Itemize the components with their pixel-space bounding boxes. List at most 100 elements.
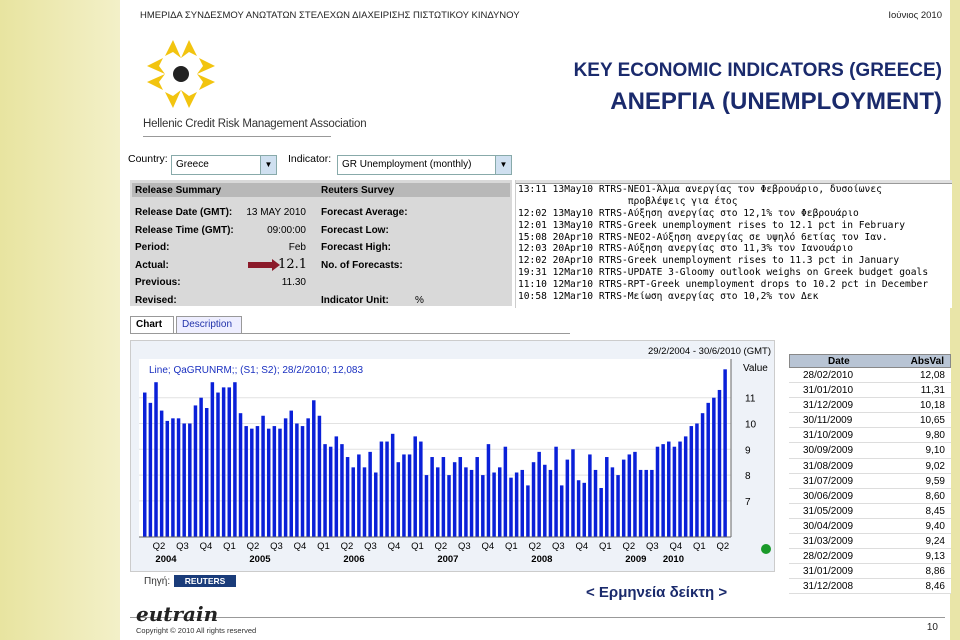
table-row: 31/10/2009 9,80: [789, 428, 951, 444]
chevron-down-icon[interactable]: ▼: [260, 156, 276, 174]
x-tick-label: Q4: [669, 541, 682, 552]
bar: [599, 487, 603, 537]
chevron-down-icon[interactable]: ▼: [495, 156, 511, 174]
tab-chart[interactable]: Chart: [130, 316, 174, 333]
bar: [469, 469, 474, 537]
right-decor-band: [950, 0, 960, 640]
table-cell-value: 9,80: [925, 430, 945, 442]
bar: [300, 426, 305, 537]
release-row-value: 09:00:00: [267, 224, 306, 236]
bar: [464, 467, 468, 537]
country-select-value: Greece: [176, 159, 209, 170]
x-tick-label: Q2: [341, 541, 354, 552]
unemployment-chart: 7 8 9 10 11 Value Q2 Q3 Q4 Q1 Q2 Q3 Q4 Q1 Q2 Q3 Q4 Q1 Q2 Q3…: [139, 346, 771, 565]
x-tick-label: Q3: [176, 541, 189, 552]
table-cell-date: 31/01/2009: [803, 566, 854, 578]
source-label: Πηγή:: [144, 576, 171, 587]
bar: [357, 454, 361, 537]
x-tick-label: Q2: [622, 541, 635, 552]
news-list[interactable]: 13:11 13May10 RTRS-ΝΕΟ1-Άλμα ανεργίας το…: [515, 180, 952, 308]
bar: [165, 420, 170, 537]
page-number: 10: [926, 622, 938, 633]
table-cell-date: 31/10/2009: [803, 430, 854, 442]
legend-text: Line; QaGRUNRM;; (S1; S2); 28/2/2010; 12…: [149, 365, 363, 376]
x-year-label: 2008: [531, 554, 552, 565]
news-item[interactable]: 12:03 20Apr10 RTRS-Αύξηση ανεργίας στο 1…: [518, 243, 854, 255]
table-header: Date AbsVal: [789, 354, 951, 368]
y-tick-label: 8: [745, 471, 751, 482]
indicator-select[interactable]: GR Unemployment (monthly) ▼: [337, 155, 512, 175]
news-item[interactable]: 11:10 12Mar10 RTRS-RPT-Greek unemploymen…: [518, 279, 929, 291]
news-item[interactable]: 12:02 13May10 RTRS-Αύξηση ανεργίας στο 1…: [518, 207, 859, 219]
news-item[interactable]: 12:01 13May10 RTRS-Greek unemployment ri…: [518, 219, 905, 231]
bar: [283, 418, 288, 537]
bar: [458, 457, 463, 537]
release-row-label: Release Time (GMT):: [135, 224, 234, 236]
release-row-label: Previous:: [135, 277, 181, 288]
table-cell-date: 31/08/2009: [803, 460, 854, 472]
chart-panel: 7 8 9 10 11 Value Q2 Q3 Q4 Q1 Q2 Q3 Q4 Q1 Q2 Q3 Q4 Q1 Q2 Q3…: [130, 340, 775, 572]
x-tick-label: Q3: [552, 541, 565, 552]
bar: [509, 477, 513, 537]
page-subtitle: ΑΝΕΡΓΙΑ (UNEMPLOYMENT): [610, 88, 942, 115]
bar: [514, 472, 519, 537]
reuters-survey-heading: Reuters Survey: [321, 185, 395, 196]
bar: [419, 441, 423, 537]
table-row: 31/05/2009 8,45: [789, 503, 951, 519]
bar: [317, 415, 322, 537]
bar: [565, 459, 570, 537]
bar: [413, 436, 417, 537]
left-decor-band: [0, 0, 120, 640]
news-item[interactable]: 19:31 12Mar10 RTRS-UPDATE 3-Gloomy outlo…: [518, 267, 929, 279]
x-tick-label: Q3: [270, 541, 283, 552]
plot-area: [139, 359, 731, 537]
bar: [689, 426, 694, 537]
bar: [605, 457, 609, 537]
news-item[interactable]: 15:08 20Apr10 RTRS-ΝΕΟ2-Αύξηση ανεργίας …: [518, 231, 888, 243]
tab-description[interactable]: Description: [176, 316, 242, 333]
country-select[interactable]: Greece ▼: [171, 155, 277, 175]
bar: [531, 462, 536, 537]
x-tick-label: Q4: [294, 541, 307, 552]
table-cell-value: 9,10: [925, 445, 945, 457]
news-item[interactable]: 13:11 13May10 RTRS-ΝΕΟ1-Άλμα ανεργίας το…: [518, 184, 882, 195]
release-row-label: Revised:: [135, 294, 177, 306]
survey-row-label: Forecast Low:: [321, 224, 389, 236]
news-item[interactable]: 10:58 12Mar10 RTRS-Μείωση ανεργίας στο 1…: [518, 291, 819, 303]
table-row: 31/03/2009 9,24: [789, 534, 951, 550]
table-row: 30/11/2009 10,65: [789, 413, 951, 429]
column-value-header: AbsVal: [910, 356, 944, 367]
table-cell-date: 28/02/2010: [803, 370, 854, 381]
release-header: [132, 183, 510, 197]
news-item[interactable]: 12:02 20Apr10 RTRS-Greek unemployment ri…: [518, 255, 900, 267]
bar: [402, 454, 406, 537]
bar: [193, 405, 198, 537]
survey-row-label: Forecast Average:: [321, 207, 408, 218]
survey-row-label: Indicator Unit:: [321, 294, 389, 306]
bar: [638, 469, 643, 537]
bar: [379, 441, 384, 537]
copyright: Copyright © 2010 All rights reserved: [136, 626, 257, 635]
table-cell-value: 10,65: [919, 415, 945, 427]
bar: [655, 446, 660, 537]
indicator-label: Indicator:: [288, 153, 332, 165]
x-tick-label: Q4: [482, 541, 495, 552]
interpretation-link[interactable]: < Ερμηνεία δείκτη >: [586, 584, 728, 601]
x-tick-label: Q2: [435, 541, 448, 552]
bar: [497, 467, 502, 537]
bar: [238, 413, 243, 537]
bar: [441, 457, 446, 537]
bar: [588, 454, 592, 537]
x-tick-label: Q2: [153, 541, 166, 552]
bar: [255, 426, 260, 537]
table-cell-value: 8,45: [925, 505, 945, 517]
table-cell-date: 31/12/2009: [803, 400, 854, 412]
table-cell-value: 10,18: [919, 400, 945, 412]
release-panel: Release Summary Reuters Survey Release D…: [130, 180, 512, 306]
bar: [312, 400, 316, 537]
bar: [306, 418, 310, 537]
table-cell-value: 9,59: [925, 475, 945, 487]
release-row-label: Actual:: [135, 259, 169, 271]
x-tick-label: Q1: [599, 541, 612, 552]
news-item[interactable]: προβλέψεις για έτος: [518, 195, 738, 207]
